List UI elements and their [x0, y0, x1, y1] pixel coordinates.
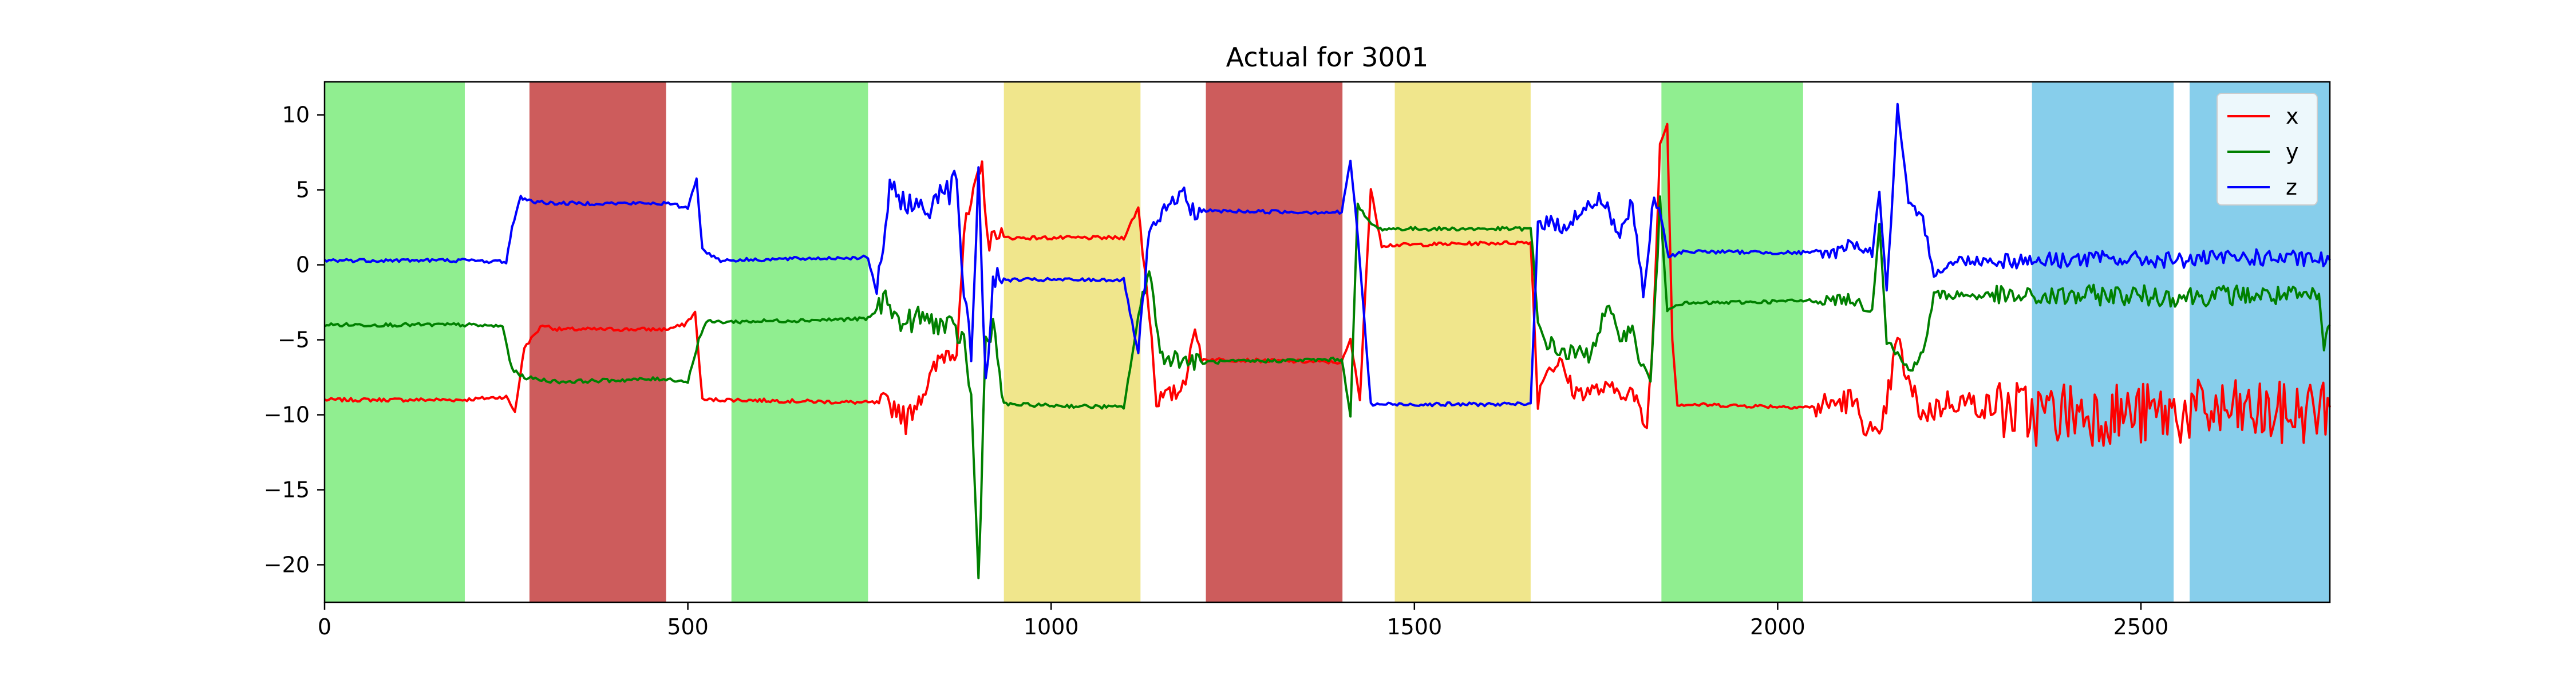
- band-7: [2032, 82, 2174, 602]
- y-tick-label: 0: [296, 252, 310, 278]
- band-2: [731, 82, 868, 602]
- series-line-z: [323, 102, 2331, 408]
- band-4: [1206, 82, 1343, 602]
- x-tick-label: 1500: [1386, 614, 1442, 639]
- series-line-y: [324, 195, 2331, 579]
- series-lines: [323, 102, 2331, 579]
- legend-label-x: x: [2286, 104, 2299, 129]
- y-tick-label: −15: [264, 477, 310, 503]
- y-tick-label: −10: [264, 402, 310, 428]
- y-tick-label: −20: [264, 552, 310, 578]
- y-tick-label: −5: [278, 327, 310, 353]
- legend-label-y: y: [2286, 139, 2299, 164]
- band-6: [1661, 82, 1803, 602]
- legend: xyz: [2217, 93, 2318, 206]
- x-tick-label: 2000: [1750, 614, 1805, 639]
- x-tick-label: 0: [318, 614, 331, 639]
- y-tick-label: 10: [282, 102, 310, 128]
- chart-title: Actual for 3001: [1226, 42, 1429, 73]
- band-0: [325, 82, 465, 602]
- y-axis: 10 5 0 −5 −10 −15 −20: [264, 102, 325, 578]
- x-axis: 0 500 1000 1500 2000 2500: [318, 602, 2168, 639]
- y-tick-label: 5: [296, 177, 310, 203]
- legend-box: [2217, 93, 2318, 206]
- plot-frame: [323, 81, 2331, 603]
- x-tick-label: 500: [667, 614, 709, 639]
- band-3: [1003, 82, 1141, 602]
- band-1: [529, 82, 666, 602]
- legend-label-z: z: [2286, 175, 2297, 200]
- x-tick-label: 1000: [1024, 614, 1079, 639]
- band-5: [1394, 82, 1531, 602]
- x-tick-label: 2500: [2113, 614, 2169, 639]
- background-bands: [325, 82, 2330, 602]
- series-line-x: [324, 123, 2331, 447]
